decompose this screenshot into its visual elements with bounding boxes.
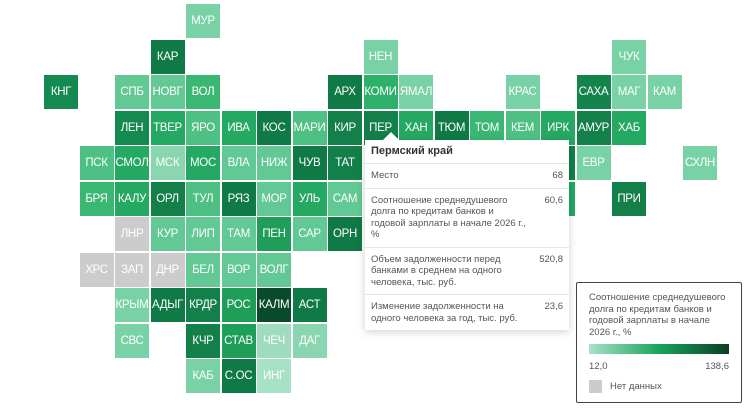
region-tile[interactable]: КАР <box>150 39 185 74</box>
tooltip-value: 23,6 <box>544 301 564 312</box>
region-tile[interactable]: ВЛА <box>221 146 256 180</box>
region-tile[interactable]: ПЕН <box>257 217 291 251</box>
region-tile[interactable]: КРДР <box>186 288 220 322</box>
tooltip-label: Место <box>371 170 399 181</box>
legend-min: 12,0 <box>589 361 608 372</box>
region-tile[interactable]: КИР <box>328 110 362 145</box>
legend-title: Соотношение среднедушевого долга по кред… <box>589 292 726 338</box>
region-tile[interactable]: СХЛН <box>683 146 717 180</box>
region-tile[interactable]: КАЛУ <box>115 181 149 216</box>
region-tile[interactable]: СПБ <box>115 75 149 109</box>
region-tile[interactable]: ТЮМ <box>434 110 469 145</box>
region-tile[interactable]: НОВГ <box>150 75 185 109</box>
region-tile[interactable]: КРАС <box>505 75 540 109</box>
tooltip-label: Соотношение среднедушевого долга по кред… <box>371 194 526 241</box>
region-tile[interactable]: КНГ <box>44 75 78 109</box>
region-tile[interactable]: ТВЕР <box>150 110 185 145</box>
region-tile[interactable]: АДЫГ <box>150 288 185 322</box>
tooltip-title: Пермский край <box>365 140 569 164</box>
region-tile[interactable]: ИВА <box>221 110 256 145</box>
region-tile[interactable]: СТАВ <box>221 323 256 358</box>
region-tile[interactable]: МОС <box>186 146 220 180</box>
no-data-swatch <box>589 380 602 393</box>
region-tile[interactable]: ВОЛГ <box>257 252 291 287</box>
region-tile[interactable]: КАБ <box>186 359 220 393</box>
region-tile[interactable]: САХА <box>576 75 611 109</box>
region-tile[interactable]: ВОЛ <box>186 75 220 109</box>
region-tile[interactable]: САМ <box>328 181 362 216</box>
tooltip-label: Объем задолженности перед банками в сред… <box>371 253 502 288</box>
region-tile[interactable]: С.ОС <box>221 359 256 393</box>
region-tile[interactable]: ОРН <box>328 217 362 251</box>
region-tile[interactable]: ПРИ <box>612 181 646 216</box>
region-tile[interactable]: ДАГ <box>292 323 327 358</box>
region-tile[interactable]: КОС <box>257 110 291 145</box>
no-data-label: Нет данных <box>610 381 662 392</box>
region-tile[interactable]: МСК <box>150 146 185 180</box>
region-tile[interactable]: ХАБ <box>612 110 646 145</box>
tooltip-value: 60,6 <box>544 194 564 206</box>
legend-no-data: Нет данных <box>589 380 729 393</box>
region-tile[interactable]: ЕВР <box>576 146 611 180</box>
region-tile[interactable]: НЕН <box>363 39 398 74</box>
region-tile[interactable]: ТАМ <box>221 217 256 251</box>
region-tile[interactable]: ТУЛ <box>186 181 220 216</box>
region-tile[interactable]: ЯМАЛ <box>399 75 433 109</box>
region-tile[interactable]: ЧЕЧ <box>257 323 291 358</box>
region-tile[interactable]: РОС <box>221 288 256 322</box>
region-tile[interactable]: РЯЗ <box>221 181 256 216</box>
region-tile[interactable]: ВОР <box>221 252 256 287</box>
region-tile[interactable]: ЛНР <box>115 217 149 251</box>
region-tile[interactable]: АМУР <box>576 110 611 145</box>
region-tile[interactable]: АРХ <box>328 75 362 109</box>
tooltip-row-change: Изменение задолженности на одного челове… <box>365 295 569 330</box>
region-tile[interactable]: ЗАП <box>115 252 149 287</box>
region-tile[interactable]: КУР <box>150 217 185 251</box>
region-tile[interactable]: КАЛМ <box>257 288 291 322</box>
tooltip-value: 520,8 <box>539 253 563 265</box>
legend-gradient <box>589 344 729 354</box>
region-tile[interactable]: ЯРО <box>186 110 220 145</box>
region-tooltip: Пермский край Место 68 Соотношение средн… <box>365 132 569 330</box>
region-tile[interactable]: ЧУК <box>612 39 646 74</box>
region-tile[interactable]: КРЫМ <box>115 288 149 322</box>
region-tile[interactable]: МАГ <box>612 75 646 109</box>
region-tile[interactable]: ТОМ <box>470 110 504 145</box>
region-tile[interactable]: ПСК <box>79 146 114 180</box>
tooltip-row-rank: Место 68 <box>365 164 569 189</box>
region-tile[interactable]: ОРЛ <box>150 181 185 216</box>
legend-max: 138,6 <box>705 361 729 372</box>
region-tile[interactable]: АСТ <box>292 288 327 322</box>
region-tile[interactable]: ЛЕН <box>115 110 149 145</box>
color-legend: Соотношение среднедушевого долга по кред… <box>576 282 742 403</box>
region-tile[interactable]: ИНГ <box>257 359 291 393</box>
tooltip-row-debt: Объем задолженности перед банками в сред… <box>365 248 569 295</box>
region-tile[interactable]: МОР <box>257 181 291 216</box>
tooltip-label: Изменение задолженности на одного челове… <box>371 301 518 324</box>
region-tile[interactable]: ХАН <box>399 110 433 145</box>
region-tile[interactable]: ХРС <box>79 252 114 287</box>
region-tile[interactable]: КОМИ <box>363 75 398 109</box>
region-tile[interactable]: МУР <box>186 4 220 38</box>
region-tile[interactable]: УЛЬ <box>292 181 327 216</box>
region-tile[interactable]: САР <box>292 217 327 251</box>
tooltip-row-ratio: Соотношение среднедушевого долга по кред… <box>365 189 569 248</box>
region-tile[interactable]: СМОЛ <box>115 146 149 180</box>
region-tile[interactable]: ТАТ <box>328 146 362 180</box>
region-tile[interactable]: КЧР <box>186 323 220 358</box>
region-tile[interactable]: НИЖ <box>257 146 291 180</box>
region-tile[interactable]: СВС <box>115 323 149 358</box>
region-tile[interactable]: ИРК <box>541 110 575 145</box>
region-tile[interactable]: ЛИП <box>186 217 220 251</box>
tooltip-value: 68 <box>552 170 563 181</box>
region-tile[interactable]: МАРИ <box>292 110 327 145</box>
region-tile[interactable]: КАМ <box>647 75 682 109</box>
region-tile[interactable]: БРЯ <box>79 181 114 216</box>
region-tile[interactable]: КЕМ <box>505 110 540 145</box>
region-tile[interactable]: ДНР <box>150 252 185 287</box>
region-tile[interactable]: ЧУВ <box>292 146 327 180</box>
region-tile[interactable]: ПЕР <box>363 110 398 145</box>
region-tile[interactable]: БЕЛ <box>186 252 220 287</box>
